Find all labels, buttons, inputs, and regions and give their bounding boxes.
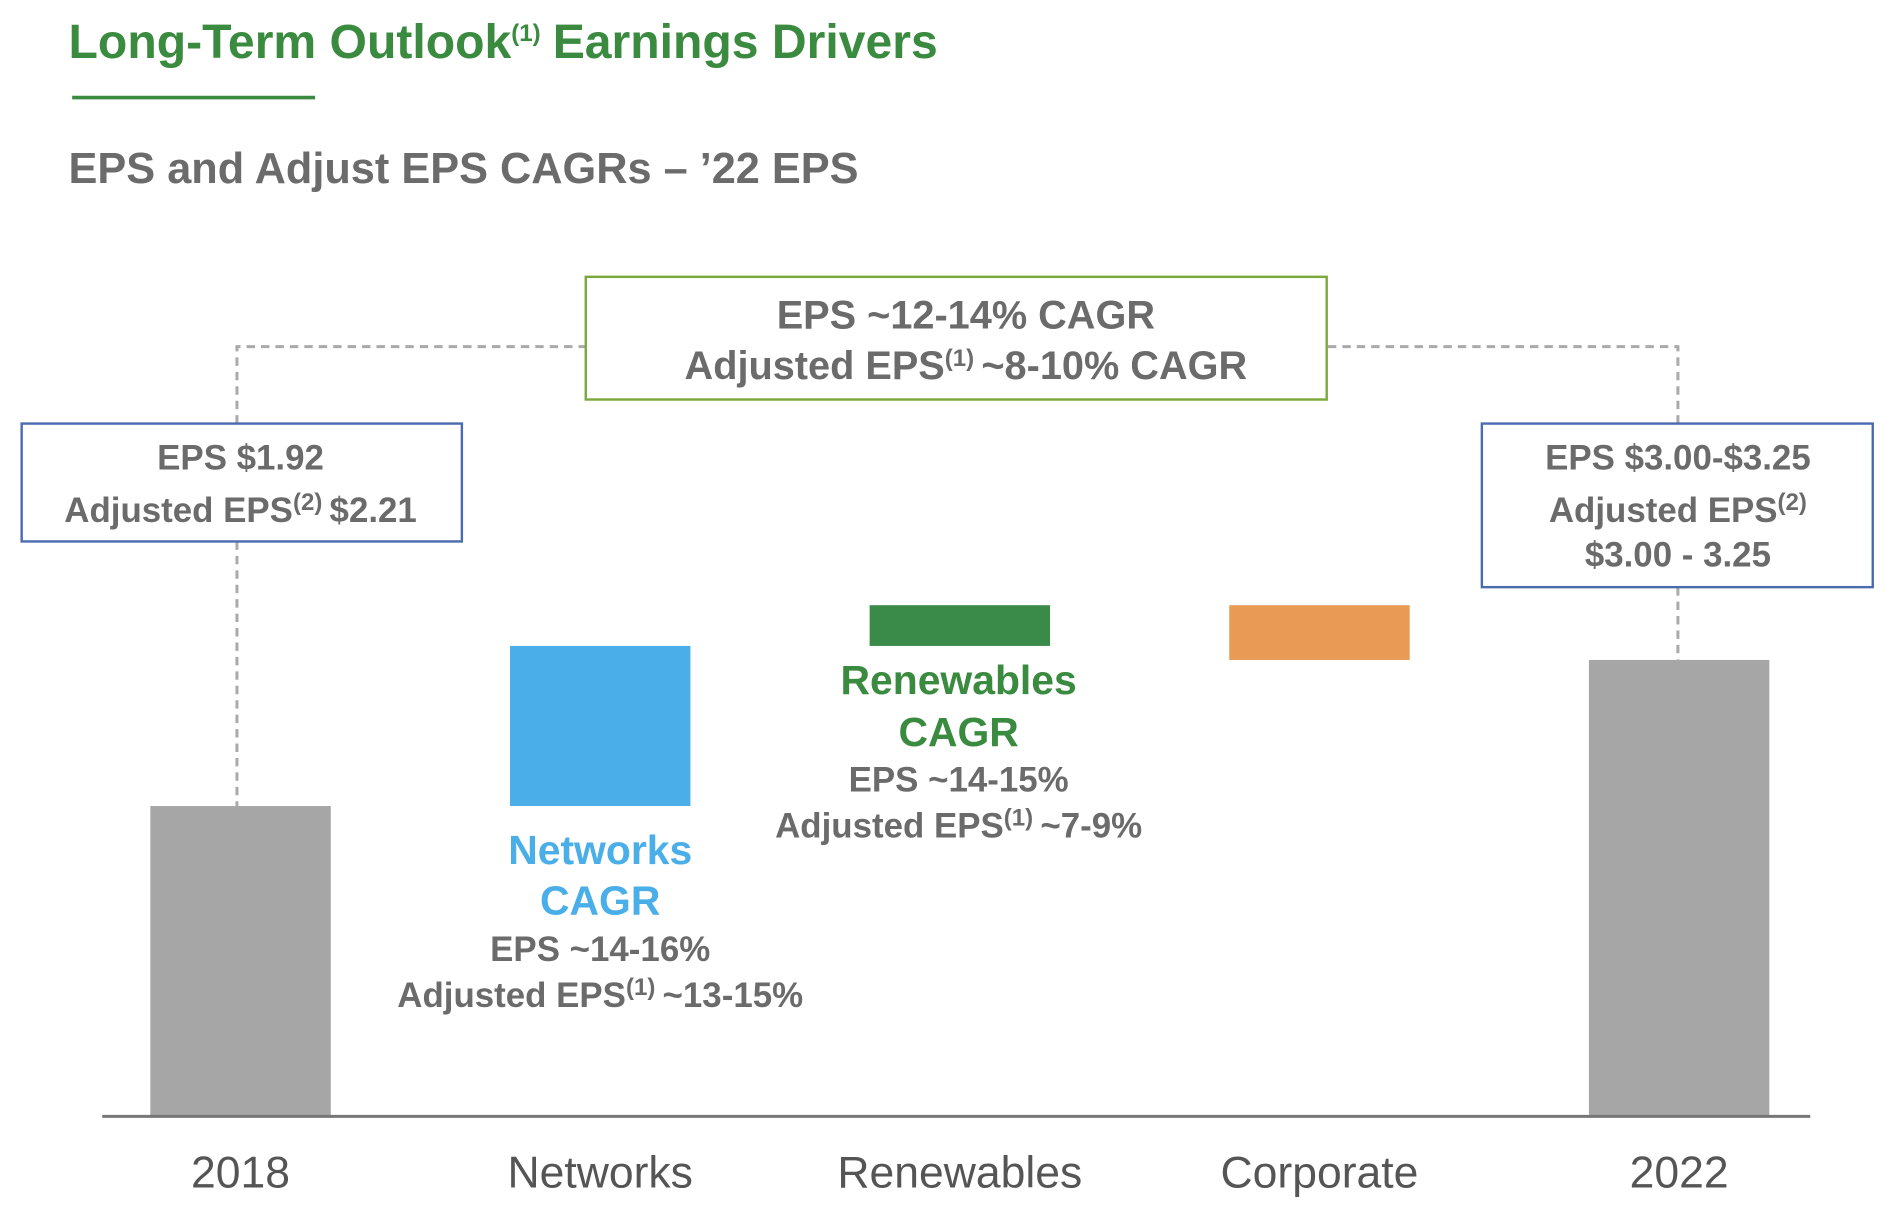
overall-box (584, 275, 1328, 401)
annotation: Adjusted EPS(1) ~8-10% CAGR (685, 344, 1248, 388)
annotation: Adjusted EPS(2) $2.21 (64, 489, 417, 530)
annotation-text: $2.21 (330, 491, 417, 530)
start-box (20, 422, 464, 543)
subtitle: EPS and Adjust EPS CAGRs – ’22 EPS (69, 145, 859, 193)
segment-label-text: Adjusted EPS (775, 806, 1004, 845)
segment-label-sup: (1) (1004, 804, 1033, 831)
end-box (1480, 422, 1874, 589)
segment-label-text: ~13-15% (663, 976, 804, 1015)
x-tick-label: Corporate (1221, 1148, 1419, 1197)
title-text: Long-Term Outlook (69, 15, 512, 69)
segment-label: Renewables (840, 657, 1076, 703)
segment-label: CAGR (540, 877, 660, 923)
annotation-text: Adjusted EPS (1549, 491, 1778, 530)
connector (235, 345, 586, 424)
annotation-sup: (2) (1778, 489, 1807, 516)
annotation: $3.00 - 3.25 (1585, 536, 1771, 575)
annotation: EPS ~12-14% CAGR (777, 294, 1155, 338)
annotation: EPS $1.92 (157, 438, 324, 477)
segment-label: EPS ~14-15% (849, 761, 1069, 800)
bar (150, 806, 331, 1117)
segment-label: Adjusted EPS(1) ~13-15% (397, 974, 803, 1015)
annotation: Adjusted EPS(2) (1549, 489, 1807, 530)
segment-label: Adjusted EPS(1) ~7-9% (775, 804, 1142, 845)
segment-label-text: Adjusted EPS (397, 976, 626, 1015)
bar (1588, 659, 1770, 1117)
annotation-sup: (1) (945, 345, 974, 372)
chart-title: Long-Term Outlook(1) Earnings Drivers (69, 15, 938, 69)
x-tick-label: 2018 (191, 1148, 290, 1197)
segment-label-text: ~7-9% (1040, 806, 1142, 845)
connectors (235, 345, 1680, 807)
bar (1229, 605, 1410, 660)
bar (869, 605, 1051, 646)
title-rest: Earnings Drivers (553, 15, 938, 69)
segment-label: CAGR (898, 709, 1018, 755)
x-tick-label: Renewables (837, 1148, 1082, 1197)
connector (1327, 345, 1680, 424)
segment-label: Networks (508, 827, 692, 873)
title-sup: (1) (511, 20, 540, 47)
annotation-text: Adjusted EPS (64, 491, 293, 530)
segment-label-sup: (1) (626, 974, 655, 1001)
x-tick-label: Networks (507, 1148, 692, 1197)
bar (509, 645, 691, 807)
annotation-sup: (2) (293, 489, 322, 516)
segment-label: EPS ~14-16% (490, 930, 710, 969)
annotation-text: ~8-10% CAGR (981, 344, 1247, 388)
x-tick-label: 2022 (1630, 1148, 1729, 1197)
annotation-text: Adjusted EPS (685, 344, 945, 388)
annotation: EPS $3.00-$3.25 (1545, 438, 1811, 477)
